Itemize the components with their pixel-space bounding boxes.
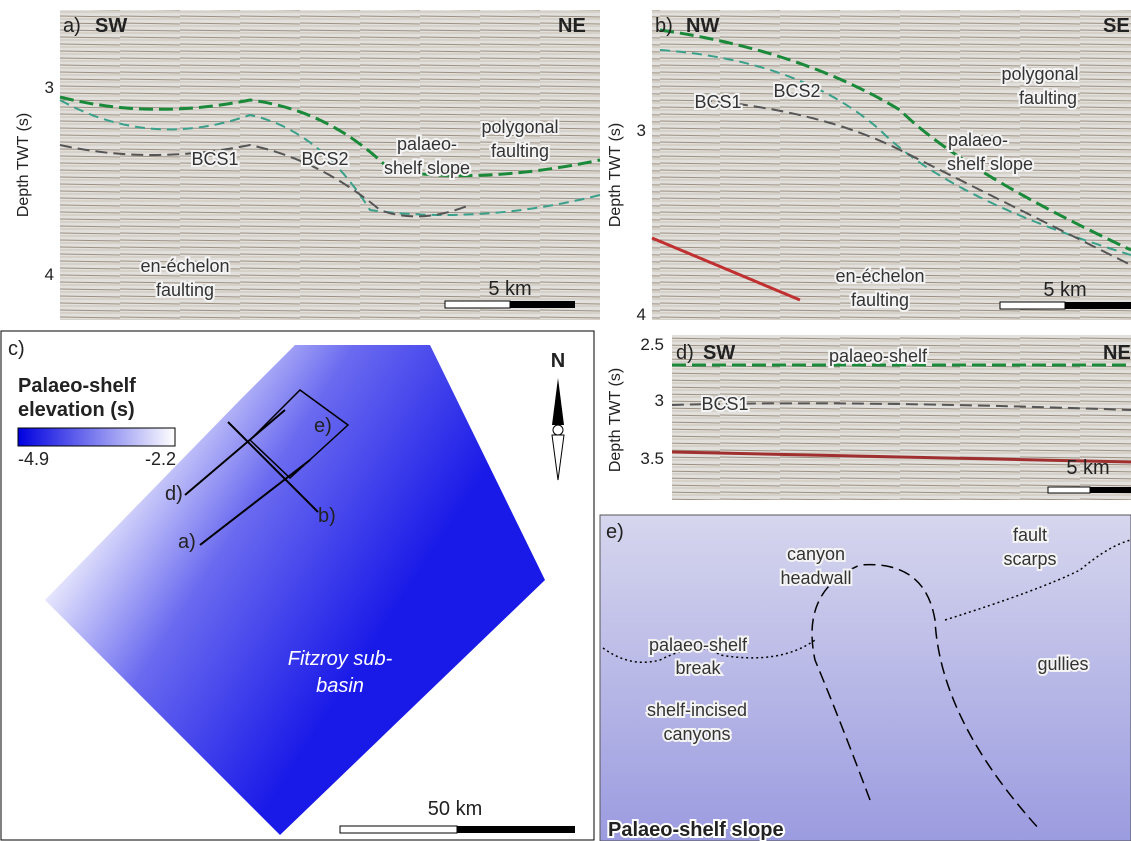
annotation: faulting bbox=[491, 141, 549, 161]
panel-label: a) bbox=[63, 15, 81, 37]
panel-d: Depth TWT (s) 2.5 3 3.5 d) SW NE palaeo-… bbox=[607, 335, 1131, 500]
region-label: Fitzroy sub- bbox=[288, 648, 393, 670]
annotation: faulting bbox=[851, 290, 909, 310]
annotation: palaeo-shelf bbox=[829, 346, 928, 366]
scale-bar bbox=[1000, 302, 1065, 309]
figure: a) SW NE Depth TWT (s) 3 4 BCS1 BCS2 pal… bbox=[0, 0, 1131, 841]
tick-label: 3 bbox=[45, 78, 54, 97]
scale-bar bbox=[340, 826, 457, 833]
tick-label: 3 bbox=[637, 121, 646, 140]
tick-label: 3.5 bbox=[640, 449, 664, 468]
scale-bar bbox=[1065, 302, 1131, 309]
annotation: BCS2 bbox=[301, 149, 348, 169]
axis-label: Depth TWT (s) bbox=[15, 113, 32, 217]
legend-title: Palaeo-shelf bbox=[18, 375, 136, 397]
axis-label: Depth TWT (s) bbox=[607, 123, 624, 227]
annotation: palaeo- bbox=[397, 134, 457, 154]
annotation: palaeo-shelf bbox=[649, 635, 748, 655]
line-label: d) bbox=[165, 483, 183, 505]
scale-bar bbox=[1048, 487, 1090, 493]
legend-title: elevation (s) bbox=[18, 399, 135, 421]
panel-label: c) bbox=[8, 338, 25, 360]
tick-label: 4 bbox=[45, 265, 54, 284]
annotation: faulting bbox=[1019, 88, 1077, 108]
tick-label: 2.5 bbox=[640, 335, 664, 354]
colorbar-label: -2.2 bbox=[145, 449, 176, 469]
panel-label: e) bbox=[606, 521, 624, 543]
direction: SW bbox=[95, 15, 127, 37]
direction: NW bbox=[686, 15, 719, 37]
panel-e: e) canyon headwall fault scarps palaeo-s… bbox=[600, 515, 1131, 841]
north-arrow bbox=[553, 425, 563, 435]
annotation: BCS1 bbox=[694, 92, 741, 112]
annotation: palaeo- bbox=[948, 130, 1008, 150]
annotation: BCS1 bbox=[701, 394, 748, 414]
scale-label: 5 km bbox=[1043, 279, 1086, 301]
direction: SE bbox=[1103, 15, 1130, 37]
annotation: polygonal bbox=[1001, 64, 1078, 84]
annotation: canyons bbox=[663, 724, 730, 744]
annotation: headwall bbox=[780, 568, 851, 588]
colorbar bbox=[18, 428, 175, 446]
annotation: BCS2 bbox=[773, 81, 820, 101]
panel-label: b) bbox=[655, 15, 673, 37]
axis-label: Depth TWT (s) bbox=[607, 368, 624, 472]
annotation: shelf slope bbox=[384, 158, 470, 178]
scale-bar bbox=[510, 301, 575, 308]
annotation: canyon bbox=[787, 544, 845, 564]
panel-a: a) SW NE Depth TWT (s) 3 4 BCS1 BCS2 pal… bbox=[15, 10, 600, 320]
tick-label: 3 bbox=[655, 391, 664, 410]
line-label: b) bbox=[318, 505, 336, 527]
region-label: basin bbox=[316, 675, 364, 697]
direction: NE bbox=[558, 15, 586, 37]
panel-title: Palaeo-shelf slope bbox=[608, 819, 784, 841]
direction: NE bbox=[1103, 342, 1131, 364]
panel-b: b) NW SE Depth TWT (s) 3 4 BCS1 BCS2 pol… bbox=[607, 10, 1131, 324]
panel-c: c) Palaeo-shelf elevation (s) -4.9 -2.2 … bbox=[1, 331, 594, 840]
line-label: e) bbox=[314, 415, 332, 437]
annotation: break bbox=[675, 658, 721, 678]
annotation: gullies bbox=[1037, 654, 1088, 674]
line-label: a) bbox=[178, 531, 196, 553]
colorbar-label: -4.9 bbox=[18, 449, 49, 469]
annotation: BCS1 bbox=[191, 149, 238, 169]
north-label: N bbox=[551, 350, 565, 372]
annotation: shelf slope bbox=[947, 154, 1033, 174]
scale-bar bbox=[1090, 487, 1131, 493]
direction: SW bbox=[703, 342, 735, 364]
annotation: en-échelon bbox=[835, 266, 924, 286]
scale-bar bbox=[445, 301, 510, 308]
scale-label: 5 km bbox=[488, 278, 531, 300]
scale-bar bbox=[457, 826, 575, 833]
annotation: faulting bbox=[156, 280, 214, 300]
panel-label: d) bbox=[676, 342, 694, 364]
annotation: scarps bbox=[1003, 549, 1056, 569]
tick-label: 4 bbox=[637, 305, 646, 324]
scale-label: 5 km bbox=[1066, 457, 1109, 479]
scale-label: 50 km bbox=[428, 798, 482, 820]
annotation: fault bbox=[1013, 525, 1047, 545]
annotation: polygonal bbox=[481, 117, 558, 137]
annotation: en-échelon bbox=[140, 256, 229, 276]
annotation: shelf-incised bbox=[647, 700, 747, 720]
